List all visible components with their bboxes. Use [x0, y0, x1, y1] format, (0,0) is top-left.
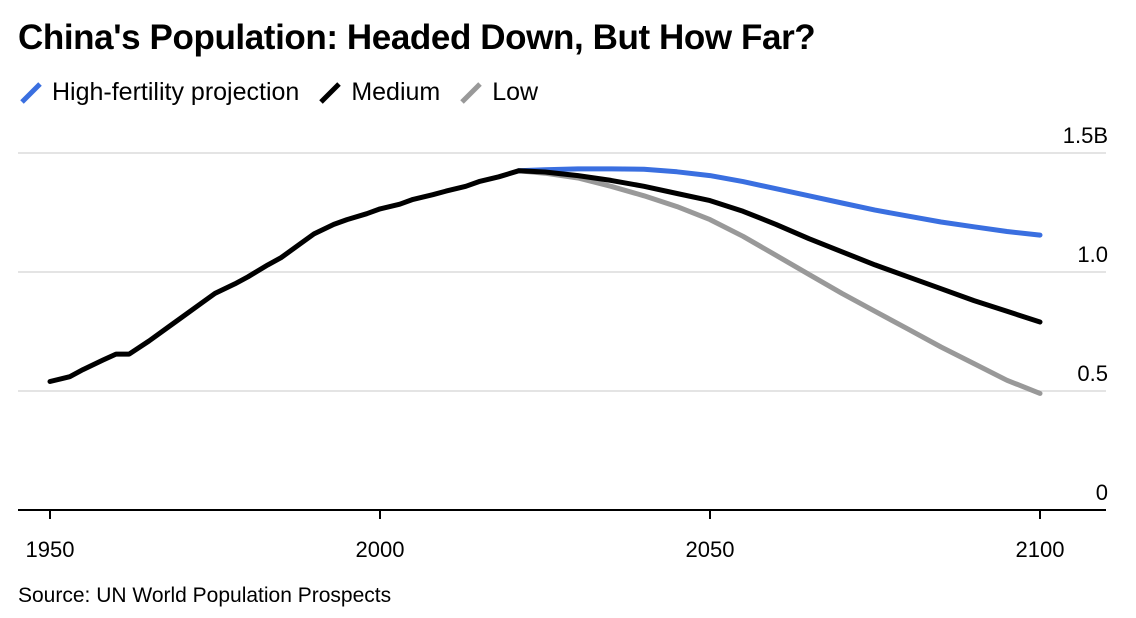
legend: High-fertility projection Medium Low — [18, 78, 556, 107]
y-tick-labels: 0 0.5 1.0 1.5B — [1063, 123, 1108, 505]
series-line-0 — [516, 166, 1043, 238]
series-lines — [47, 166, 1043, 396]
x-tick-label-3: 2100 — [1016, 537, 1065, 562]
y-tick-label-1: 0.5 — [1077, 361, 1108, 386]
x-tick-labels: 1950 2000 2050 2100 — [26, 537, 1065, 562]
series-line-2 — [516, 168, 1043, 396]
y-tick-label-3: 1.5B — [1063, 123, 1108, 148]
source-note: Source: UN World Population Prospects — [18, 584, 392, 607]
legend-swatch-high — [20, 81, 42, 104]
x-tick-label-1: 2000 — [356, 537, 405, 562]
legend-swatch-medium — [319, 81, 342, 104]
chart-title: China's Population: Headed Down, But How… — [18, 18, 816, 57]
legend-swatch-low — [460, 81, 483, 104]
legend-item-medium: Medium — [317, 78, 440, 107]
y-tick-label-2: 1.0 — [1077, 242, 1108, 267]
series-line-1 — [47, 168, 1043, 384]
legend-item-low: Low — [458, 78, 538, 107]
legend-item-high: High-fertility projection — [18, 78, 299, 107]
gridlines — [18, 152, 1106, 392]
x-tick-label-2: 2050 — [686, 537, 735, 562]
x-tick-label-0: 1950 — [26, 537, 75, 562]
legend-label-medium: Medium — [351, 78, 441, 106]
x-axis — [18, 509, 1106, 519]
legend-label-low: Low — [492, 78, 539, 106]
y-tick-label-0: 0 — [1096, 480, 1108, 505]
legend-label-high: High-fertility projection — [52, 78, 300, 106]
